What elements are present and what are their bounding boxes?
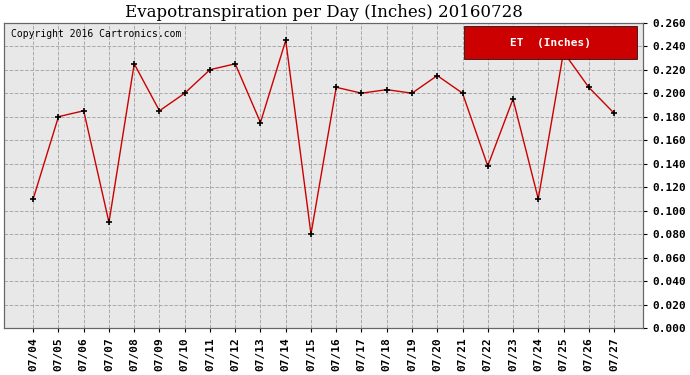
Text: Copyright 2016 Cartronics.com: Copyright 2016 Cartronics.com: [10, 29, 181, 39]
Title: Evapotranspiration per Day (Inches) 20160728: Evapotranspiration per Day (Inches) 2016…: [125, 4, 522, 21]
FancyBboxPatch shape: [464, 26, 637, 59]
Text: ET  (Inches): ET (Inches): [510, 38, 591, 48]
